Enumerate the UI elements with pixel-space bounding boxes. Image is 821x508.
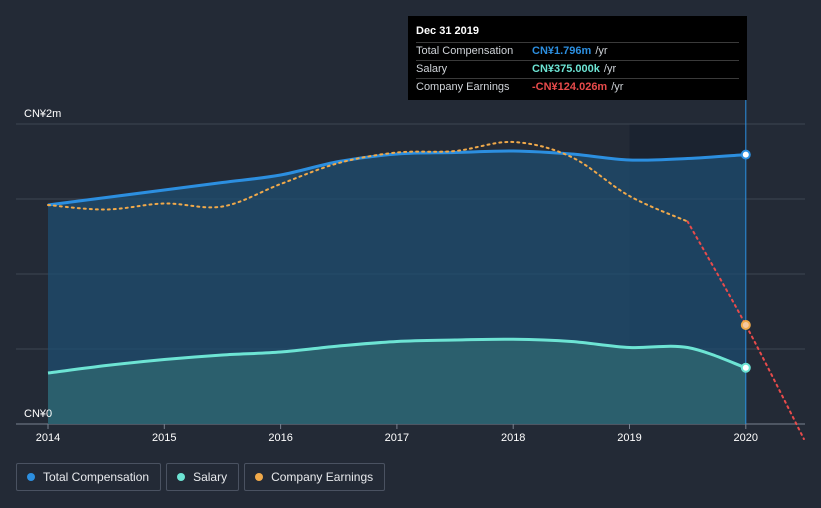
y-tick-label: CN¥0: [24, 408, 52, 420]
x-tick-label: 2015: [152, 432, 176, 444]
salary-marker: [740, 362, 751, 373]
tooltip-label: Company Earnings: [416, 81, 510, 93]
x-tick-label: 2017: [385, 432, 409, 444]
legend-label: Company Earnings: [271, 470, 374, 484]
legend-item-salary[interactable]: Salary: [166, 463, 240, 491]
company-earnings-forecast-line: [686, 220, 805, 440]
x-tick-label: 2020: [734, 432, 758, 444]
salary-line: [47, 337, 747, 375]
legend-label: Salary: [193, 470, 228, 484]
tooltip-row-total-compensation: Total Compensation CN¥1.796m /yr: [416, 42, 739, 60]
legend: Total Compensation Salary Company Earnin…: [16, 463, 386, 491]
y-tick-label: CN¥2m: [24, 108, 61, 120]
legend-label: Total Compensation: [43, 470, 150, 484]
x-tick-label: 2016: [268, 432, 292, 444]
tooltip-unit: /yr: [595, 45, 608, 57]
tooltip-unit: /yr: [603, 63, 617, 75]
legend-item-company-earnings[interactable]: Company Earnings: [244, 463, 386, 491]
legend-dot-icon: [27, 473, 35, 481]
tooltip-row-salary: Salary CN¥375.000k /yr: [416, 60, 739, 78]
tooltip-value: -CN¥124.026m: [532, 81, 608, 93]
x-tick-label: 2019: [617, 432, 641, 444]
company-earnings-marker: [740, 320, 751, 330]
tooltip-value: CN¥375.000k: [532, 63, 600, 75]
tooltip-row-company-earnings: Company Earnings -CN¥124.026m /yr: [416, 78, 739, 96]
tooltip-label: Salary: [416, 63, 448, 75]
salary-area: [48, 339, 746, 424]
total-compensation-marker: [740, 149, 751, 160]
axis-labels: CN¥2m CN¥0 2014 2015 2016 2017 2018 2019 2020: [24, 108, 758, 444]
legend-item-total-compensation[interactable]: Total Compensation: [16, 463, 162, 491]
tooltip-date: Dec 31 2019: [416, 25, 479, 37]
x-tick-label: 2018: [501, 432, 525, 444]
legend-dot-icon: [177, 473, 186, 481]
tooltip: Dec 31 2019 Total Compensation CN¥1.796m…: [408, 16, 747, 100]
company-earnings-line: [47, 140, 689, 223]
tooltip-unit: /yr: [611, 81, 624, 93]
tooltip-value: CN¥1.796m: [532, 45, 592, 57]
legend-dot-icon: [255, 473, 264, 481]
x-tick-label: 2014: [36, 432, 60, 444]
tooltip-label: Total Compensation: [416, 45, 514, 57]
series-markers: [740, 149, 751, 373]
total-compensation-line: [47, 149, 746, 207]
